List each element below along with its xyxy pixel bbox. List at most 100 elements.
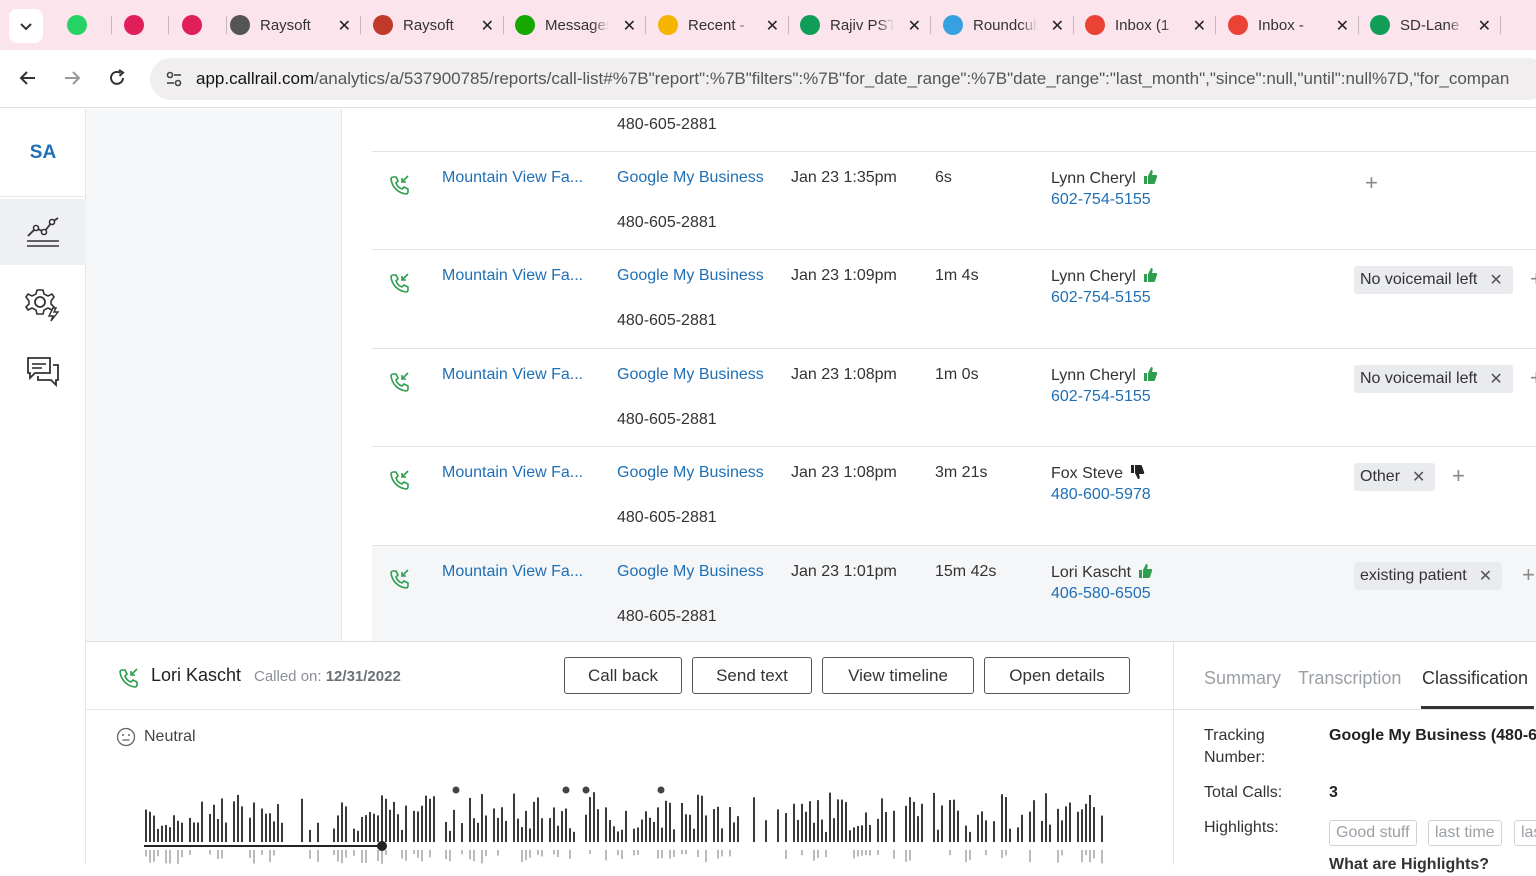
browser-tab[interactable]: Inbox - ✕ (1216, 8, 1359, 42)
caller-phone-link[interactable]: 406-580-6505 (1051, 585, 1151, 602)
table-row[interactable]: Mountain View Fa... Google My Business 480… (372, 446, 1536, 545)
table-row[interactable]: Mountain View Fa... Google My Business 480… (372, 249, 1536, 348)
call-back-button[interactable]: Call back (564, 657, 682, 694)
tracking-number: 480-605-2881 (617, 411, 717, 428)
add-tag-icon[interactable]: + (1452, 463, 1465, 488)
add-tag-icon[interactable]: + (1530, 365, 1536, 391)
account-badge[interactable]: SA (0, 109, 86, 197)
caller-name: Lynn Cheryl (1051, 268, 1136, 285)
source-link[interactable]: Google My Business (617, 169, 764, 186)
called-on: Called on: 12/31/2022 (254, 668, 401, 685)
close-icon[interactable]: ✕ (480, 18, 494, 35)
tab-classification[interactable]: Classification (1422, 668, 1529, 688)
thumbs-up-icon[interactable] (1142, 366, 1158, 387)
highlight-chip[interactable]: last time (1428, 820, 1502, 846)
call-duration: 6s (935, 169, 952, 186)
add-tag-icon[interactable]: + (1365, 170, 1378, 195)
highlight-chip[interactable]: last (1514, 820, 1536, 846)
browser-tab[interactable]: Messages ✕ (503, 8, 646, 42)
tab-transcription[interactable]: Transcription (1298, 668, 1402, 688)
browser-tab[interactable] (170, 8, 227, 42)
caller-cell: Lynn Cheryl (1051, 366, 1158, 387)
nav-settings[interactable] (0, 271, 86, 337)
tab-separator (1500, 16, 1501, 34)
send-text-button[interactable]: Send text (692, 657, 812, 694)
playhead-handle[interactable] (377, 841, 387, 851)
waveform-marker[interactable] (582, 786, 590, 794)
remove-tag-icon[interactable]: ✕ (1478, 568, 1493, 585)
call-detail-header: Lori Kascht Called on: 12/31/2022 Call b… (86, 642, 1173, 710)
close-icon[interactable]: ✕ (1050, 18, 1064, 35)
browser-tab[interactable] (55, 8, 112, 42)
thumbs-down-icon[interactable] (1129, 464, 1145, 485)
open-details-button[interactable]: Open details (984, 657, 1130, 694)
company-link[interactable]: Mountain View Fa... (442, 464, 584, 481)
browser-tab[interactable]: Inbox (1 ✕ (1073, 8, 1216, 42)
close-icon[interactable]: ✕ (1192, 18, 1206, 35)
address-bar[interactable]: app.callrail.com/analytics/a/537900785/r… (150, 58, 1536, 100)
chevron-down-icon (20, 23, 32, 31)
close-icon[interactable]: ✕ (337, 18, 351, 35)
back-button[interactable] (14, 64, 42, 92)
tab-summary[interactable]: Summary (1204, 668, 1282, 688)
browser-tab[interactable]: Roundcube ✕ (931, 8, 1074, 42)
site-info-icon[interactable] (162, 67, 186, 91)
tab-separator (111, 16, 112, 34)
browser-tab[interactable]: Rajiv PST ✕ (788, 8, 931, 42)
browser-tab[interactable] (112, 8, 169, 42)
call-tag-label: No voicemail left (1360, 271, 1478, 288)
browser-tab[interactable]: Raysoft ✕ (218, 8, 361, 42)
close-icon[interactable]: ✕ (622, 18, 636, 35)
active-tab-underline (1421, 706, 1534, 709)
view-timeline-button[interactable]: View timeline (822, 657, 974, 694)
browser-tab[interactable]: SD-Lane ✕ (1358, 8, 1501, 42)
waveform-marker[interactable] (452, 786, 460, 794)
highlights-help-link[interactable]: What are Highlights? (1329, 856, 1489, 873)
source-link[interactable]: Google My Business (617, 366, 764, 383)
company-link[interactable]: Mountain View Fa... (442, 366, 584, 383)
company-link[interactable]: Mountain View Fa... (442, 563, 584, 580)
caller-phone-link[interactable]: 602-754-5155 (1051, 388, 1151, 405)
table-row[interactable]: Mountain View Fa... Google My Business 480… (372, 348, 1536, 447)
source-link[interactable]: Google My Business (617, 267, 764, 284)
remove-tag-icon[interactable]: ✕ (1489, 272, 1503, 289)
browser-tab[interactable]: Recent - ✕ (646, 8, 789, 42)
call-datetime: Jan 23 1:35pm (791, 169, 897, 186)
tab-divider (1174, 709, 1536, 710)
browser-tab[interactable]: Raysoft ✕ (361, 8, 504, 42)
caller-phone-link[interactable]: 602-754-5155 (1051, 289, 1151, 306)
call-tag: No voicemail left ✕ (1354, 365, 1513, 393)
close-icon[interactable]: ✕ (907, 18, 921, 35)
close-icon[interactable]: ✕ (1335, 18, 1349, 35)
nav-analytics[interactable] (0, 199, 86, 265)
settings-icon (25, 289, 60, 322)
tracking-number-label: Tracking Number: (1204, 727, 1266, 766)
waveform-marker[interactable] (657, 786, 665, 794)
tab-search-button[interactable] (9, 9, 43, 43)
source-link[interactable]: Google My Business (617, 464, 764, 481)
thumbs-up-icon[interactable] (1142, 267, 1158, 288)
source-link[interactable]: Google My Business (617, 563, 764, 580)
highlight-chip[interactable]: Good stuff (1329, 820, 1417, 846)
remove-tag-icon[interactable]: ✕ (1412, 469, 1426, 486)
waveform-marker[interactable] (562, 786, 570, 794)
audio-waveform[interactable] (144, 780, 1114, 865)
drive-icon (658, 15, 678, 35)
forward-button[interactable] (58, 64, 86, 92)
add-tag-icon[interactable]: + (1530, 266, 1536, 292)
close-icon[interactable]: ✕ (765, 18, 779, 35)
table-row[interactable]: Mountain View Fa... Google My Business 480… (372, 545, 1536, 641)
thumbs-up-icon[interactable] (1142, 169, 1158, 190)
table-row[interactable]: Mountain View Fa... Google My Business 480… (372, 151, 1536, 250)
company-link[interactable]: Mountain View Fa... (442, 267, 584, 284)
reload-button[interactable] (103, 64, 131, 92)
close-icon[interactable]: ✕ (1477, 18, 1491, 35)
caller-phone-link[interactable]: 602-754-5155 (1051, 191, 1151, 208)
caller-phone-link[interactable]: 480-600-5978 (1051, 486, 1151, 503)
remove-tag-icon[interactable]: ✕ (1489, 371, 1503, 388)
add-tag-icon[interactable]: + (1522, 562, 1535, 587)
nav-messages[interactable] (0, 339, 86, 405)
slack-icon (182, 15, 202, 35)
thumbs-up-icon[interactable] (1137, 563, 1153, 584)
company-link[interactable]: Mountain View Fa... (442, 169, 584, 186)
